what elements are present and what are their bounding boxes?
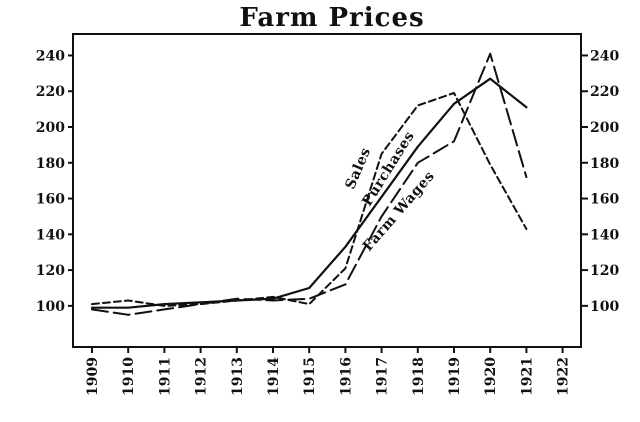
y-axis-left: 100 120 140 160 180 200 220 240 (36, 48, 74, 315)
y-right-tick-label-120: 120 (590, 263, 619, 279)
x-tick-label-1910: 1910 (121, 357, 137, 396)
x-tick-label-1918: 1918 (411, 357, 427, 396)
chart-title-group: Farm Prices (239, 3, 424, 33)
y-left-tick-label-160: 160 (36, 192, 65, 208)
y-left-tick-label-200: 200 (36, 120, 65, 136)
x-tick-label-1919: 1919 (447, 357, 463, 396)
y-right-tick-label-100: 100 (590, 299, 619, 315)
x-tick-label-1915: 1915 (302, 357, 318, 396)
y-left-tick-label-180: 180 (36, 156, 65, 172)
y-left-tick-label-240: 240 (36, 48, 65, 64)
y-right-tick-label-160: 160 (590, 192, 619, 208)
y-left-tick-label-140: 140 (36, 227, 65, 243)
x-tick-label-1922: 1922 (556, 357, 572, 396)
series-labels: Sales Purchases Farm Wages (342, 129, 438, 255)
x-tick-label-1911: 1911 (157, 357, 173, 396)
x-tick-label-1912: 1912 (194, 357, 210, 396)
plot-frame (72, 33, 582, 348)
x-axis: 1909 1910 1911 1912 1913 1914 1915 1916 1917 1918… (85, 346, 572, 396)
x-tick-label-1913: 1913 (230, 357, 246, 396)
x-tick-label-1917: 1917 (375, 357, 391, 396)
y-left-tick-label-100: 100 (36, 299, 65, 315)
y-right-tick-label-180: 180 (590, 156, 619, 172)
y-right-tick-label-220: 220 (590, 84, 619, 100)
y-right-tick-label-200: 200 (590, 120, 619, 136)
y-left-tick-label-120: 120 (36, 263, 65, 279)
x-tick-label-1909: 1909 (85, 357, 101, 396)
x-tick-label-1916: 1916 (338, 357, 354, 396)
series-line-farm-wages (91, 52, 528, 316)
y-axis-right: 100 120 140 160 180 200 220 240 (580, 48, 619, 315)
series-lines (90, 52, 528, 316)
series-line-sales (91, 92, 528, 307)
series-line-purchases (90, 77, 528, 309)
x-tick-label-1914: 1914 (266, 357, 282, 396)
y-left-tick-label-220: 220 (36, 84, 65, 100)
x-tick-label-1920: 1920 (483, 357, 499, 396)
chart-title: Farm Prices (239, 3, 424, 33)
x-tick-label-1921: 1921 (519, 357, 535, 396)
y-right-tick-label-140: 140 (590, 227, 619, 243)
y-right-tick-label-240: 240 (590, 48, 619, 64)
